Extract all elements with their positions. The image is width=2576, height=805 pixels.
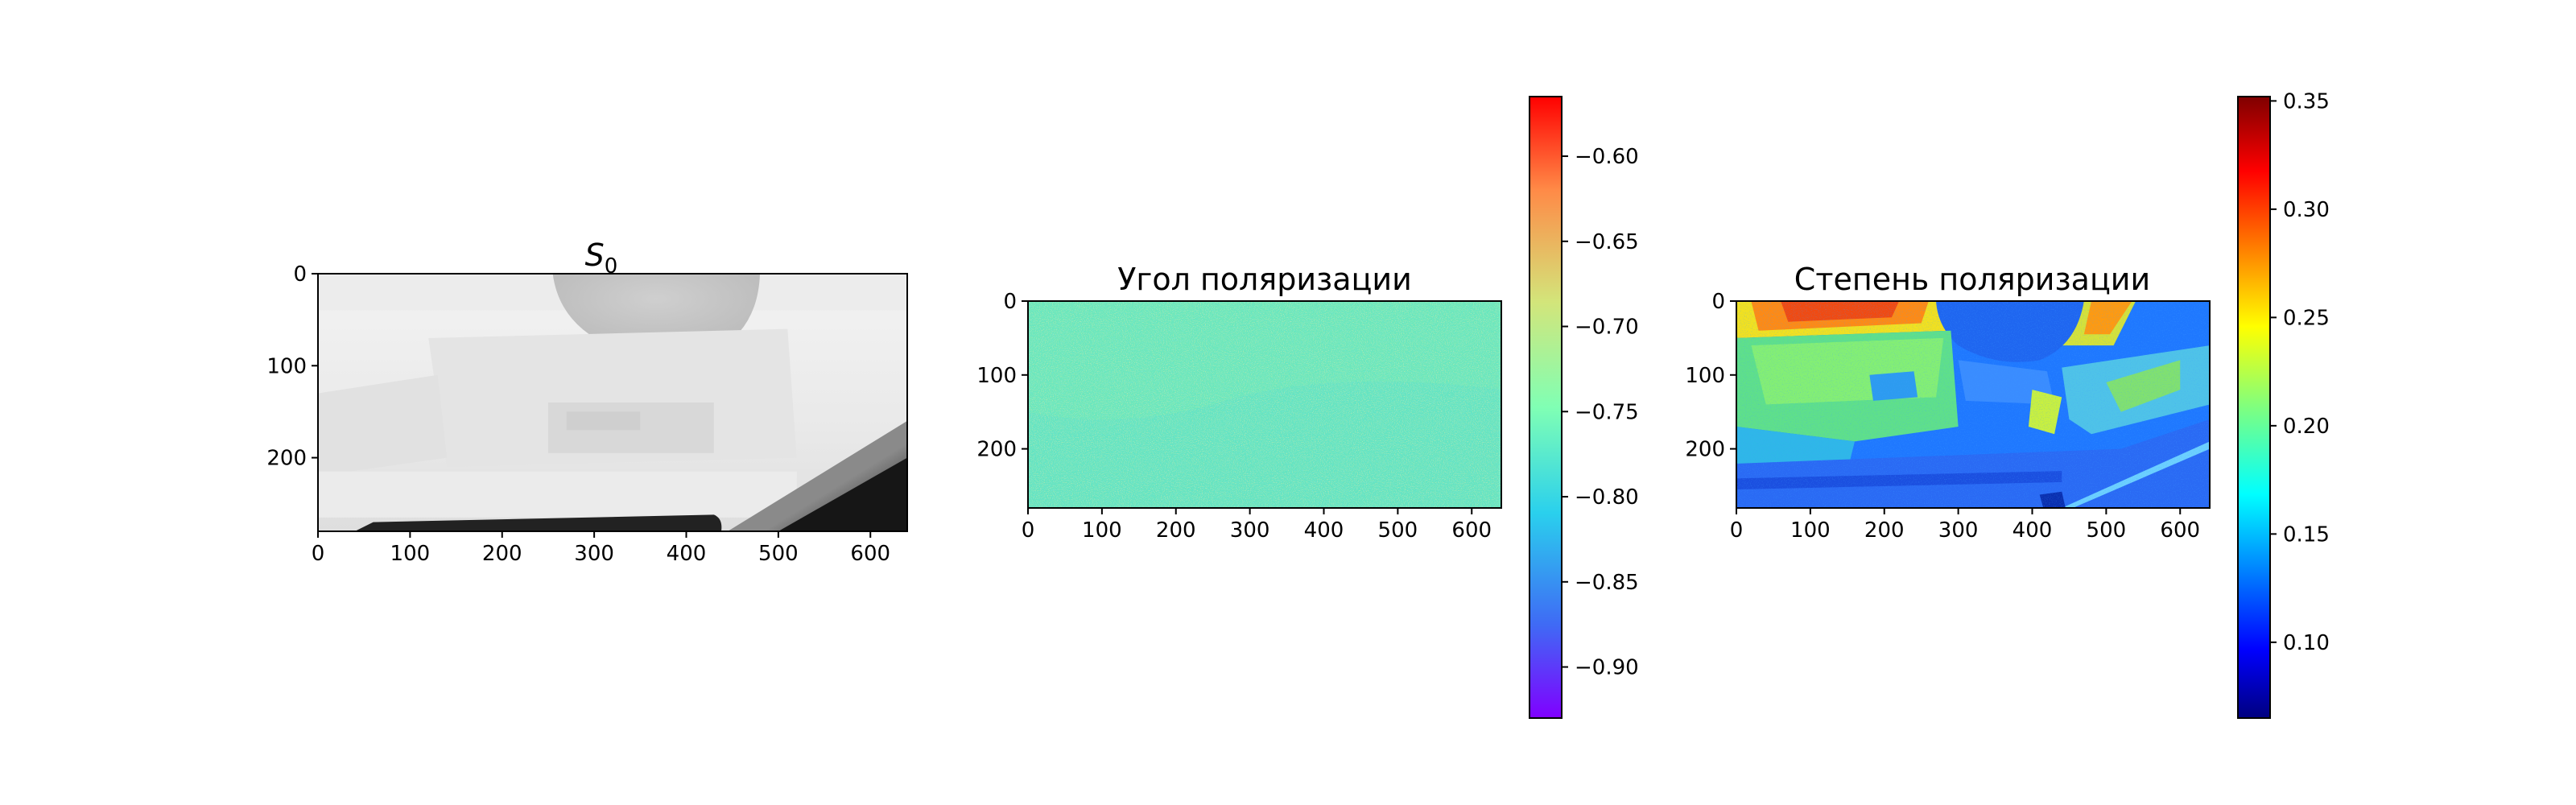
angle-xtick-label: 500 bbox=[1378, 518, 1418, 543]
degree-ytick-label: 200 bbox=[1685, 438, 1725, 462]
degree-xtick-label: 500 bbox=[2087, 518, 2127, 543]
degree-xtick-label: 0 bbox=[1730, 518, 1744, 543]
angle-xtick-label: 300 bbox=[1230, 518, 1270, 543]
panel-degree: Степень поляризации bbox=[1685, 89, 2330, 719]
degree-xtick-label: 300 bbox=[1938, 518, 1979, 543]
angle-colorbar-tick-label: −0.65 bbox=[1575, 230, 1639, 254]
angle-ytick-label: 200 bbox=[976, 438, 1017, 462]
s0-image bbox=[317, 273, 908, 532]
degree-colorbar-tick-label: 0.35 bbox=[2283, 89, 2330, 114]
degree-frame bbox=[1736, 300, 2211, 509]
degree-colorbar-tick-label: 0.30 bbox=[2283, 198, 2330, 222]
angle-xtick-label: 100 bbox=[1082, 518, 1122, 543]
degree-xaxis: 0 100 200 300 400 500 600 bbox=[1730, 508, 2200, 543]
s0-xtick-label: 100 bbox=[390, 542, 431, 566]
degree-xtick-label: 600 bbox=[2160, 518, 2200, 543]
angle-xtick-label: 0 bbox=[1022, 518, 1035, 543]
degree-title: Степень поляризации bbox=[1794, 262, 2150, 297]
angle-title: Угол поляризации bbox=[1117, 262, 1412, 297]
degree-colorbar-tick-label: 0.15 bbox=[2283, 522, 2330, 547]
angle-xaxis: 0 100 200 300 400 500 600 bbox=[1022, 508, 1492, 543]
angle-colorbar-tick-label: −0.85 bbox=[1575, 571, 1639, 595]
angle-colorbar-tick-label: −0.60 bbox=[1575, 145, 1639, 169]
s0-ytick-label: 0 bbox=[293, 262, 307, 287]
s0-xaxis: 0 100 200 300 400 500 600 bbox=[312, 531, 890, 566]
s0-xtick-label: 0 bbox=[312, 542, 325, 566]
angle-colorbar-tick-label: −0.75 bbox=[1575, 400, 1639, 424]
angle-ytick-label: 100 bbox=[976, 364, 1017, 388]
s0-xtick-label: 200 bbox=[482, 542, 522, 566]
degree-yaxis: 0 100 200 bbox=[1685, 290, 1736, 462]
s0-frame bbox=[317, 273, 908, 532]
degree-colorbar-gradient bbox=[2237, 96, 2271, 719]
angle-xtick-label: 400 bbox=[1304, 518, 1344, 543]
angle-colorbar-tick-label: −0.80 bbox=[1575, 485, 1639, 510]
s0-xtick-label: 500 bbox=[758, 542, 799, 566]
panel-s0: S0 0 100 200 3 bbox=[266, 237, 908, 566]
angle-ytick-label: 0 bbox=[1003, 290, 1017, 314]
s0-xtick-label: 400 bbox=[667, 542, 707, 566]
s0-ytick-label: 100 bbox=[266, 354, 307, 378]
angle-image bbox=[1027, 300, 1502, 509]
angle-frame bbox=[1027, 300, 1502, 509]
s0-title: S0 bbox=[585, 237, 618, 279]
angle-xtick-label: 600 bbox=[1451, 518, 1492, 543]
degree-colorbar: 0.10 0.15 0.20 0.25 0.30 0.35 bbox=[2237, 89, 2330, 719]
angle-colorbar-tick-label: −0.90 bbox=[1575, 656, 1639, 680]
degree-ytick-label: 100 bbox=[1685, 364, 1725, 388]
degree-ytick-label: 0 bbox=[1711, 290, 1725, 314]
degree-colorbar-tick-label: 0.25 bbox=[2283, 306, 2330, 330]
degree-xtick-label: 200 bbox=[1864, 518, 1905, 543]
degree-xtick-label: 100 bbox=[1790, 518, 1831, 543]
degree-image bbox=[1736, 300, 2211, 509]
s0-xtick-label: 300 bbox=[574, 542, 614, 566]
s0-xtick-label: 600 bbox=[850, 542, 890, 566]
angle-yaxis: 0 100 200 bbox=[976, 290, 1028, 462]
angle-colorbar: −0.60 −0.65 −0.70 −0.75 −0.80 −0.85 −0.90 bbox=[1529, 96, 1639, 719]
s0-yaxis: 0 100 200 bbox=[266, 262, 318, 471]
panel-angle: Угол поляризации 0 100 200 300 400 500 600 0 10… bbox=[976, 96, 1639, 719]
angle-colorbar-tick-label: −0.70 bbox=[1575, 316, 1639, 340]
degree-colorbar-tick-label: 0.20 bbox=[2283, 415, 2330, 439]
angle-colorbar-gradient bbox=[1529, 96, 1563, 719]
s0-ytick-label: 200 bbox=[266, 447, 307, 471]
degree-xtick-label: 400 bbox=[2013, 518, 2053, 543]
angle-xtick-label: 200 bbox=[1156, 518, 1196, 543]
degree-colorbar-tick-label: 0.10 bbox=[2283, 631, 2330, 655]
